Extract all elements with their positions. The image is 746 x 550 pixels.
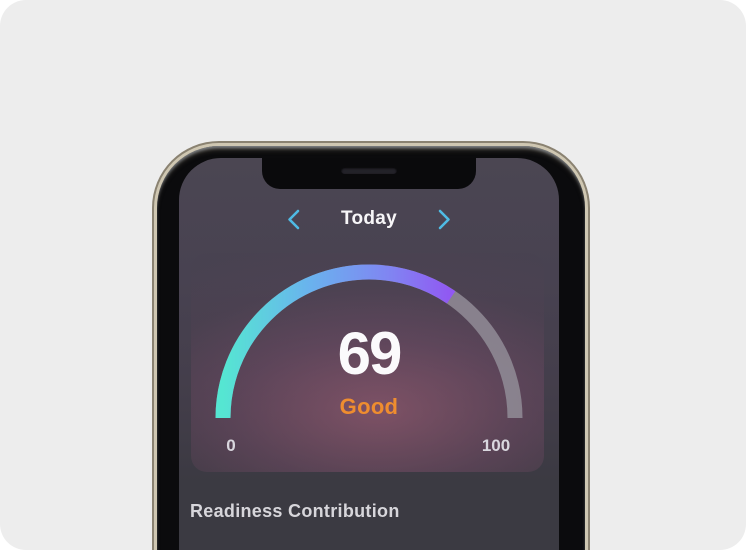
previous-day-button[interactable]	[285, 207, 303, 231]
date-navigator: Today	[179, 207, 559, 231]
chevron-right-icon	[438, 209, 450, 229]
phone-device: Today	[157, 146, 585, 550]
readiness-score-card	[191, 253, 544, 472]
gauge-min-label: 0	[226, 436, 236, 455]
phone-screen: Today	[179, 158, 559, 550]
section-title: Readiness Contribution	[190, 501, 400, 521]
next-day-button[interactable]	[435, 207, 453, 231]
date-title: Today	[340, 208, 398, 229]
chevron-left-icon	[288, 209, 300, 229]
readiness-score-status: Good	[339, 394, 399, 419]
speaker-grille-icon	[341, 167, 397, 174]
readiness-gauge	[215, 264, 523, 419]
phone-notch	[262, 158, 476, 189]
readiness-score-value: 69	[337, 320, 403, 387]
gauge-max-label: 100	[481, 436, 511, 455]
gauge-progress-arc	[215, 264, 523, 419]
